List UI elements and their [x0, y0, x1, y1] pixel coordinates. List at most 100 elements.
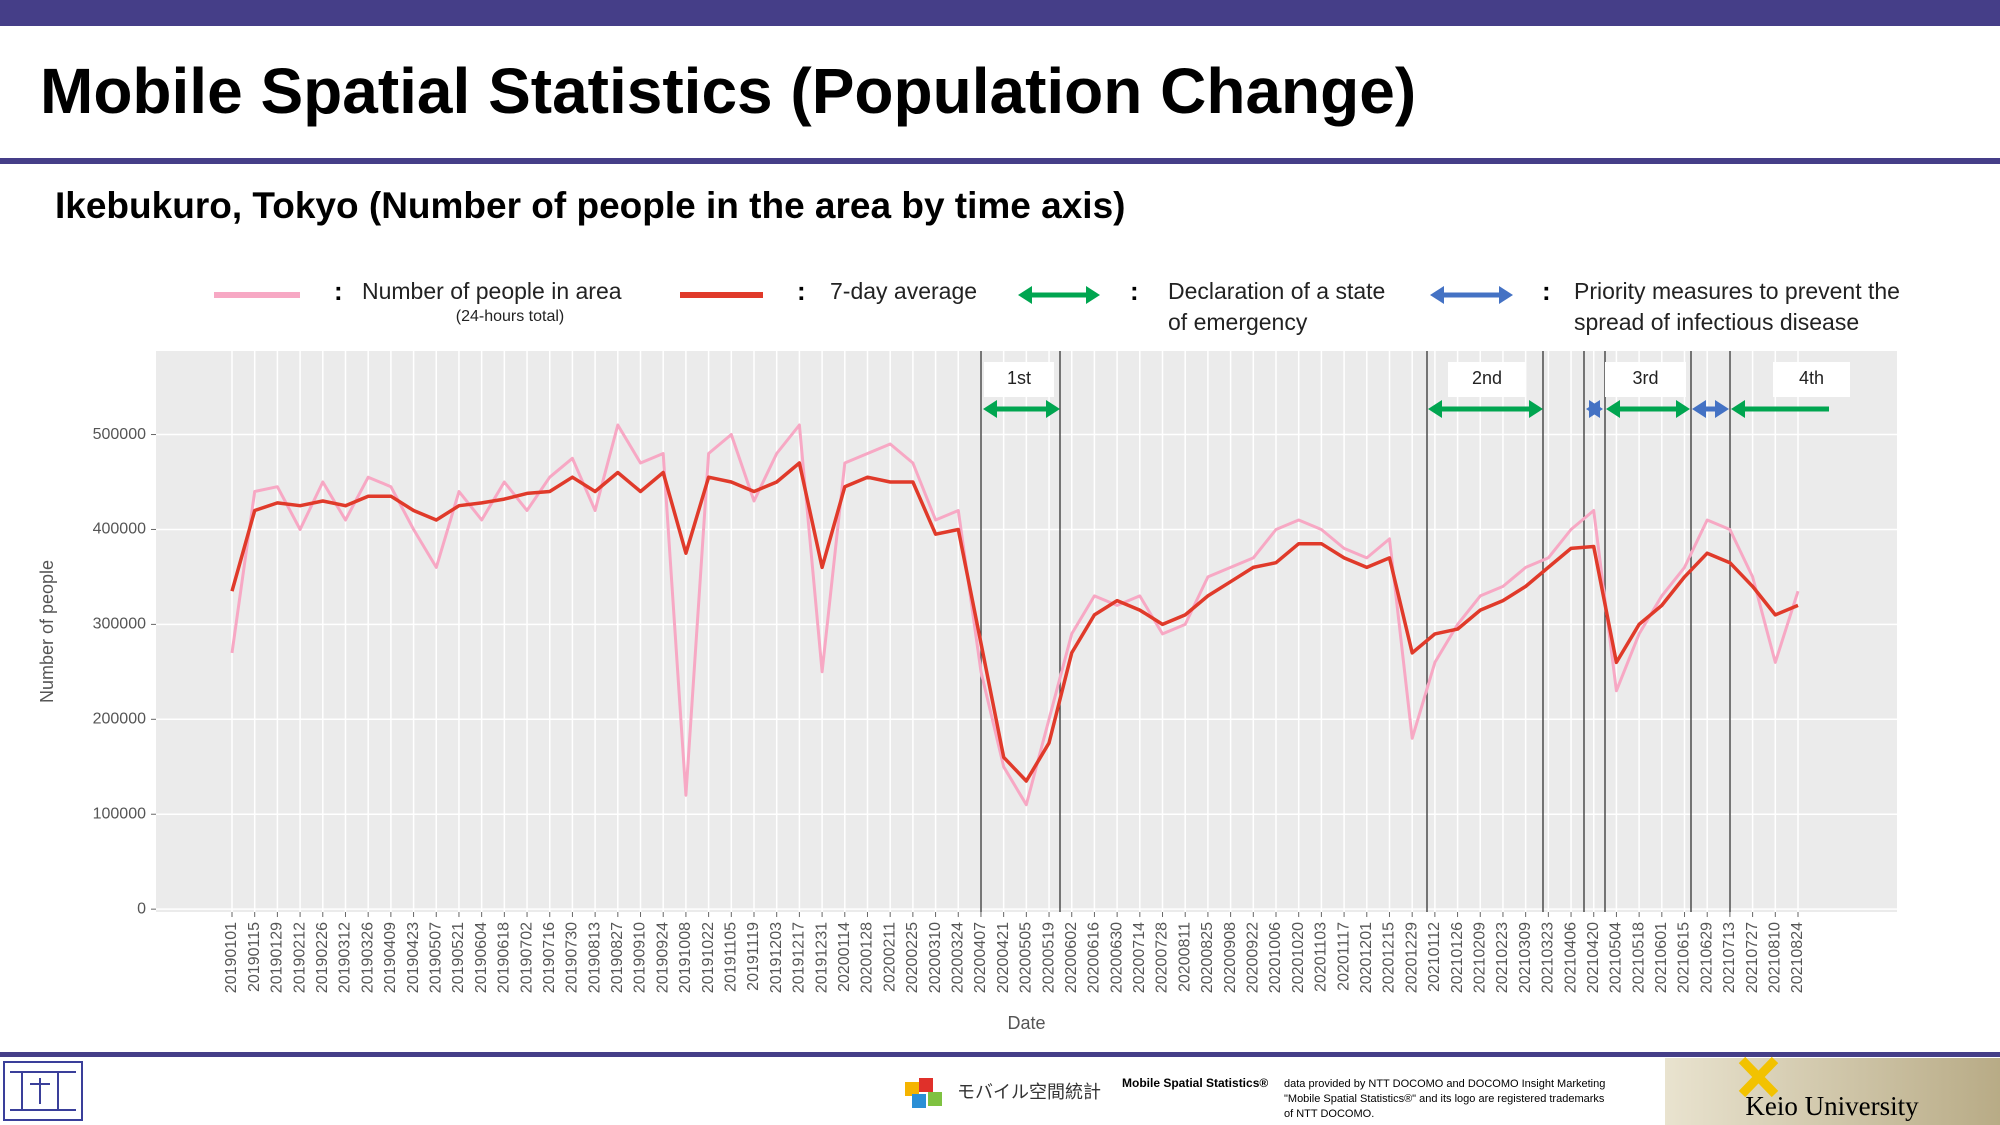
x-tick-label: 20200616: [1086, 922, 1103, 993]
x-tick-label: 20191105: [723, 922, 740, 992]
y-tick-label: 0: [137, 900, 146, 917]
period-label-box: [1773, 362, 1850, 397]
x-tick-label: 20190101: [223, 922, 240, 993]
period-label: 4th: [1799, 368, 1824, 388]
plot: 0 100000 200000 300000 400000 500000 20190101 2…: [37, 276, 1900, 1033]
title-rule: [0, 158, 2000, 164]
x-tick-label: 20200714: [1131, 922, 1148, 993]
x-tick-label: 20210713: [1721, 922, 1738, 993]
x-tick-label: 20200922: [1245, 922, 1262, 993]
legend-separator: :: [334, 276, 343, 306]
arrow-head: [1589, 400, 1603, 418]
arrow-head: [1676, 400, 1690, 418]
x-tick-label: 20200421: [995, 922, 1012, 993]
arrow-head: [1499, 286, 1513, 304]
x-tick-label: 20190115: [246, 922, 263, 992]
x-axis-title: Date: [1007, 1013, 1045, 1033]
arrow-head: [1731, 400, 1745, 418]
x-tick-label: 20190212: [291, 922, 308, 993]
x-tick-label: 20210504: [1608, 922, 1625, 993]
x-tick-label: 20190924: [654, 922, 671, 993]
x-tick-label: 20200519: [1040, 922, 1057, 993]
keio-emblem: [1738, 1056, 1779, 1098]
x-tick-label: 20201103: [1313, 922, 1330, 992]
x-tick-label: 20190521: [450, 922, 467, 993]
x-tick-label: 20200225: [904, 922, 921, 993]
y-tick-label: 100000: [93, 805, 146, 822]
period-label-box: [1605, 362, 1686, 397]
arrow-head: [1018, 286, 1032, 304]
x-tick-label: 20191203: [768, 922, 785, 993]
x-tick-label: 20191217: [791, 922, 808, 993]
credit-line: data provided by NTT DOCOMO and DOCOMO I…: [1284, 1078, 1605, 1090]
legend-label: Number of people in area: [362, 278, 622, 304]
brand: Mobile Spatial Statistics®: [1122, 1076, 1268, 1090]
top-bar: [0, 0, 2000, 26]
legend-label: 7-day average: [830, 278, 977, 304]
period-label: 2nd: [1472, 368, 1502, 388]
x-tick-label: 20210223: [1494, 922, 1511, 993]
x-tick-label: 20191231: [813, 922, 830, 993]
slide-title: Mobile Spatial Statistics (Population Ch…: [40, 55, 1416, 127]
legend-label: spread of infectious disease: [1574, 309, 1859, 335]
x-tick-label: 20200114: [836, 922, 853, 992]
y-tick-label: 300000: [93, 616, 146, 633]
legend-separator: :: [1130, 276, 1139, 306]
x-tick-label: 20201215: [1381, 922, 1398, 993]
x-tick-label: 20190312: [337, 922, 354, 993]
x-tick-label: 20210824: [1789, 922, 1806, 993]
period-label-box: [984, 362, 1054, 397]
logo-text: モバイル空間統計: [957, 1082, 1101, 1102]
footer-rule: [0, 1052, 2000, 1057]
legend-separator: :: [797, 276, 806, 306]
y-axis-title: Number of people: [37, 560, 57, 703]
x-tick-label: 20210309: [1517, 922, 1534, 993]
x-tick-label: 20210615: [1676, 922, 1693, 993]
x-tick-label: 20210727: [1744, 922, 1761, 993]
x-tick-label: 20201020: [1290, 922, 1307, 993]
x-tick-label: 20191008: [677, 922, 694, 993]
subtitle: Ikebukuro, Tokyo (Number of people in th…: [55, 185, 1126, 226]
x-tick-label: 20200324: [949, 922, 966, 993]
x-tick-label: 20200505: [1018, 922, 1035, 993]
legend-separator: :: [1542, 276, 1551, 306]
x-tick-label: 20200310: [927, 922, 944, 993]
legend-label: of emergency: [1168, 309, 1308, 335]
x-tick-label: 20190827: [609, 922, 626, 993]
x-tick-label: 20200211: [881, 922, 898, 992]
arrow-head: [1430, 286, 1444, 304]
arrow-head: [1428, 400, 1442, 418]
x-tick-label: 20190604: [473, 922, 490, 993]
y-tick-label: 200000: [93, 711, 146, 728]
y-tick-label: 500000: [93, 426, 146, 443]
lab-logo: [3, 1061, 83, 1121]
x-tick-label: 20200630: [1108, 922, 1125, 993]
x-tick-label: 20191119: [745, 922, 762, 991]
x-tick-label: 20190618: [496, 922, 513, 993]
x-tick-label: 20210406: [1562, 922, 1579, 993]
arrow-head: [1046, 400, 1060, 418]
x-tick-label: 20190730: [564, 922, 581, 993]
legend-note: (24-hours total): [456, 308, 565, 325]
x-tick-label: 20210601: [1653, 922, 1670, 993]
x-tick-label: 20190409: [382, 922, 399, 993]
x-tick-label: 20210629: [1698, 922, 1715, 993]
period-label: 1st: [1007, 368, 1031, 388]
credit-line: of NTT DOCOMO.: [1284, 1108, 1374, 1120]
x-tick-label: 20190226: [314, 922, 331, 993]
x-tick-label: 20210518: [1630, 922, 1647, 993]
x-tick-label: 20200602: [1063, 922, 1080, 993]
x-tick-label: 20200728: [1154, 922, 1171, 993]
x-tick-label: 20200825: [1199, 922, 1216, 993]
y-tick-label: 400000: [93, 521, 146, 538]
x-tick-label: 20201201: [1358, 922, 1375, 993]
x-tick-label: 20190702: [518, 922, 535, 993]
x-tick-label: 20190326: [359, 922, 376, 993]
legend-label: Priority measures to prevent the: [1574, 278, 1900, 304]
docomo-logo: [905, 1078, 942, 1108]
period-label: 3rd: [1632, 368, 1658, 388]
x-tick-label: 20190813: [586, 922, 603, 993]
x-tick-label: 20200811: [1176, 922, 1193, 992]
